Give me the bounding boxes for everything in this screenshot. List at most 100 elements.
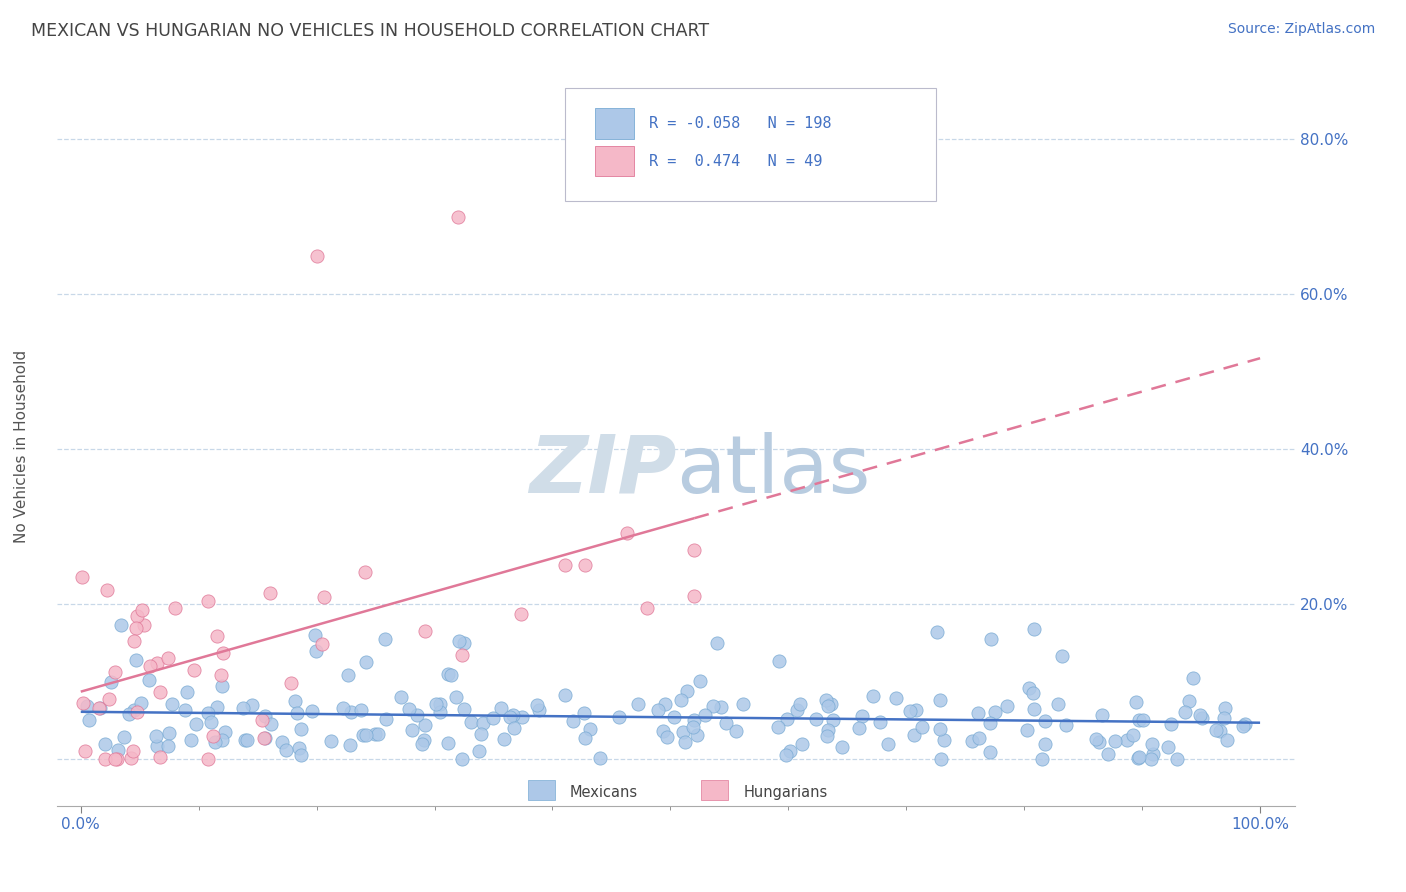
Point: [1233, 717, 1256, 731]
Point: [149, 750, 172, 764]
Point: [120, 751, 142, 765]
Point: [904, 703, 927, 717]
Point: [72, 696, 94, 710]
Point: [118, 707, 141, 722]
Point: [1216, 732, 1239, 747]
Point: [503, 721, 526, 735]
Point: [197, 706, 219, 720]
Point: [453, 701, 475, 715]
Point: [253, 731, 276, 746]
Point: [1024, 702, 1046, 716]
Point: [453, 636, 475, 650]
Point: [197, 752, 219, 766]
Point: [714, 715, 737, 730]
Point: [1160, 717, 1182, 731]
Point: [211, 679, 233, 693]
Point: [131, 697, 153, 711]
Point: [184, 716, 207, 731]
Point: [817, 723, 839, 737]
Point: [122, 703, 145, 717]
Point: [574, 706, 596, 720]
Point: [107, 743, 129, 757]
Point: [104, 665, 127, 679]
Point: [160, 698, 183, 712]
Point: [146, 657, 169, 671]
Point: [285, 706, 308, 720]
Point: [280, 676, 302, 690]
Point: [1128, 713, 1150, 727]
Point: [100, 674, 122, 689]
Point: [636, 601, 658, 615]
Point: [1015, 723, 1038, 738]
Point: [122, 633, 145, 648]
Point: [932, 733, 955, 747]
FancyBboxPatch shape: [565, 88, 936, 202]
Point: [157, 739, 180, 753]
Point: [862, 689, 884, 703]
Point: [682, 720, 704, 734]
Point: [695, 707, 717, 722]
Point: [287, 741, 309, 756]
Point: [290, 723, 312, 737]
Point: [1142, 747, 1164, 761]
Point: [1125, 695, 1147, 709]
Point: [1213, 711, 1236, 725]
Point: [305, 249, 328, 263]
Point: [1031, 752, 1053, 766]
Point: [1213, 701, 1236, 715]
Point: [364, 726, 387, 740]
Point: [928, 723, 950, 737]
Point: [180, 733, 202, 747]
Point: [284, 693, 307, 707]
Point: [526, 698, 548, 713]
Point: [510, 607, 533, 621]
Point: [398, 701, 420, 715]
Point: [498, 710, 520, 724]
Point: [232, 701, 254, 715]
Point: [127, 609, 149, 624]
Point: [201, 730, 224, 744]
Point: [145, 730, 167, 744]
Point: [259, 585, 281, 599]
Point: [207, 699, 229, 714]
Point: [683, 543, 706, 558]
Point: [1018, 681, 1040, 696]
Text: ZIP: ZIP: [529, 432, 676, 509]
Point: [138, 673, 160, 687]
Point: [903, 728, 925, 742]
Point: [979, 745, 1001, 759]
Point: [817, 698, 839, 713]
Point: [290, 747, 312, 762]
Point: [236, 732, 259, 747]
Point: [413, 624, 436, 638]
Point: [367, 727, 389, 741]
Point: [205, 629, 228, 643]
Point: [960, 733, 983, 747]
Point: [436, 667, 458, 681]
Text: No Vehicles in Household: No Vehicles in Household: [14, 350, 28, 542]
Point: [200, 714, 222, 729]
Point: [1140, 737, 1163, 751]
Point: [124, 653, 146, 667]
Point: [149, 685, 172, 699]
Point: [1188, 707, 1211, 722]
Point: [1022, 623, 1045, 637]
Point: [673, 735, 696, 749]
Point: [554, 688, 576, 702]
Point: [967, 706, 990, 721]
Point: [502, 708, 524, 723]
Point: [253, 708, 276, 723]
Point: [125, 621, 148, 635]
Point: [731, 698, 754, 712]
Point: [339, 738, 361, 752]
Point: [1126, 751, 1149, 765]
Point: [929, 693, 952, 707]
Point: [804, 712, 827, 726]
Point: [96, 583, 118, 598]
Point: [1181, 671, 1204, 685]
FancyBboxPatch shape: [527, 780, 555, 800]
Point: [197, 593, 219, 607]
Point: [354, 655, 377, 669]
Point: [1022, 685, 1045, 699]
Point: [97, 692, 120, 706]
